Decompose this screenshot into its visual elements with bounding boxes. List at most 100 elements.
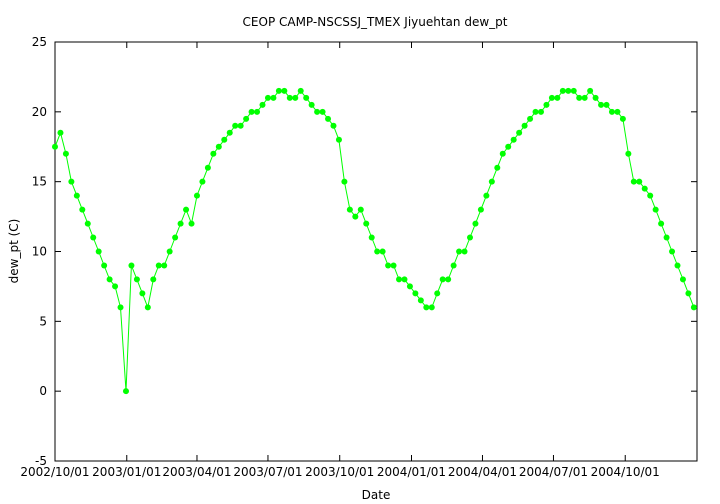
x-axis: 2002/10/01 2003/01/01 2003/04/01 2003/07/01…	[20, 42, 660, 479]
data-point	[445, 276, 452, 283]
data-point	[417, 297, 424, 304]
data-point	[559, 87, 566, 94]
data-point	[434, 290, 441, 297]
x-tick-label: 2003/04/01	[162, 465, 231, 479]
data-point	[439, 276, 446, 283]
data-point	[166, 248, 173, 255]
data-point	[133, 276, 140, 283]
data-point	[139, 290, 146, 297]
data-point	[565, 87, 572, 94]
data-point	[527, 115, 534, 122]
data-point	[494, 164, 501, 171]
data-point	[112, 283, 119, 290]
data-point	[221, 136, 228, 143]
data-point	[461, 248, 468, 255]
data-point	[641, 185, 648, 192]
data-point	[679, 276, 686, 283]
data-point	[499, 150, 506, 157]
y-tick-label: 25	[32, 35, 47, 49]
data-point	[598, 101, 605, 108]
data-point	[510, 136, 517, 143]
x-tick-label: 2004/04/01	[448, 465, 517, 479]
data-point	[385, 262, 392, 269]
data-point	[592, 94, 599, 101]
data-point	[603, 101, 610, 108]
x-axis-title: Date	[362, 488, 391, 502]
data-point	[122, 388, 129, 395]
data-point	[243, 115, 250, 122]
data-point	[401, 276, 408, 283]
data-point	[625, 150, 632, 157]
data-point	[270, 94, 277, 101]
data-point	[188, 220, 195, 227]
y-tick-label: 15	[32, 175, 47, 189]
data-point	[543, 101, 550, 108]
data-point	[658, 220, 665, 227]
series-line	[54, 90, 695, 392]
data-point	[286, 94, 293, 101]
data-point	[466, 234, 473, 241]
data-point	[537, 108, 544, 115]
data-point	[614, 108, 621, 115]
data-point	[483, 192, 490, 199]
y-tick-label: 20	[32, 105, 47, 119]
data-point	[275, 87, 282, 94]
data-point	[630, 178, 637, 185]
data-point	[521, 122, 528, 129]
y-axis: -5 0 5 10 15 20 25	[32, 35, 697, 468]
y-tick-label: -5	[35, 454, 47, 468]
data-point	[374, 248, 381, 255]
data-point	[472, 220, 479, 227]
data-point	[101, 262, 108, 269]
data-point	[608, 108, 615, 115]
data-point	[155, 262, 162, 269]
data-point	[161, 262, 168, 269]
data-point	[117, 304, 124, 311]
data-point	[548, 94, 555, 101]
series-layer	[52, 87, 697, 395]
data-point	[352, 213, 359, 220]
data-point	[95, 248, 102, 255]
data-point	[308, 101, 315, 108]
data-point	[237, 122, 244, 129]
y-axis-title: dew_pt (C)	[7, 219, 21, 284]
data-point	[62, 150, 69, 157]
data-point	[379, 248, 386, 255]
x-tick-label: 2004/01/01	[377, 465, 446, 479]
data-point	[303, 94, 310, 101]
data-point	[505, 143, 512, 150]
data-point	[172, 234, 179, 241]
data-point	[330, 122, 337, 129]
data-point	[335, 136, 342, 143]
data-point	[150, 276, 157, 283]
data-point	[450, 262, 457, 269]
data-point	[674, 262, 681, 269]
data-point	[90, 234, 97, 241]
data-point	[259, 101, 266, 108]
data-point	[57, 129, 64, 136]
data-point	[570, 87, 577, 94]
chart-title: CEOP CAMP-NSCSSJ_TMEX Jiyuehtan dew_pt	[243, 15, 508, 29]
data-point	[248, 108, 255, 115]
data-point	[423, 304, 430, 311]
data-point	[264, 94, 271, 101]
data-point	[477, 206, 484, 213]
data-point	[516, 129, 523, 136]
data-point	[204, 164, 211, 171]
data-point	[84, 220, 91, 227]
data-point	[106, 276, 113, 283]
data-point	[292, 94, 299, 101]
data-point	[647, 192, 654, 199]
x-tick-label: 2003/07/01	[233, 465, 302, 479]
x-tick-label: 2003/01/01	[92, 465, 161, 479]
data-point	[636, 178, 643, 185]
data-point	[390, 262, 397, 269]
y-tick-label: 10	[32, 245, 47, 259]
x-tick-label: 2004/07/01	[519, 465, 588, 479]
y-tick-label: 0	[39, 384, 47, 398]
data-point	[199, 178, 206, 185]
data-point	[587, 87, 594, 94]
data-point	[412, 290, 419, 297]
data-point	[428, 304, 435, 311]
